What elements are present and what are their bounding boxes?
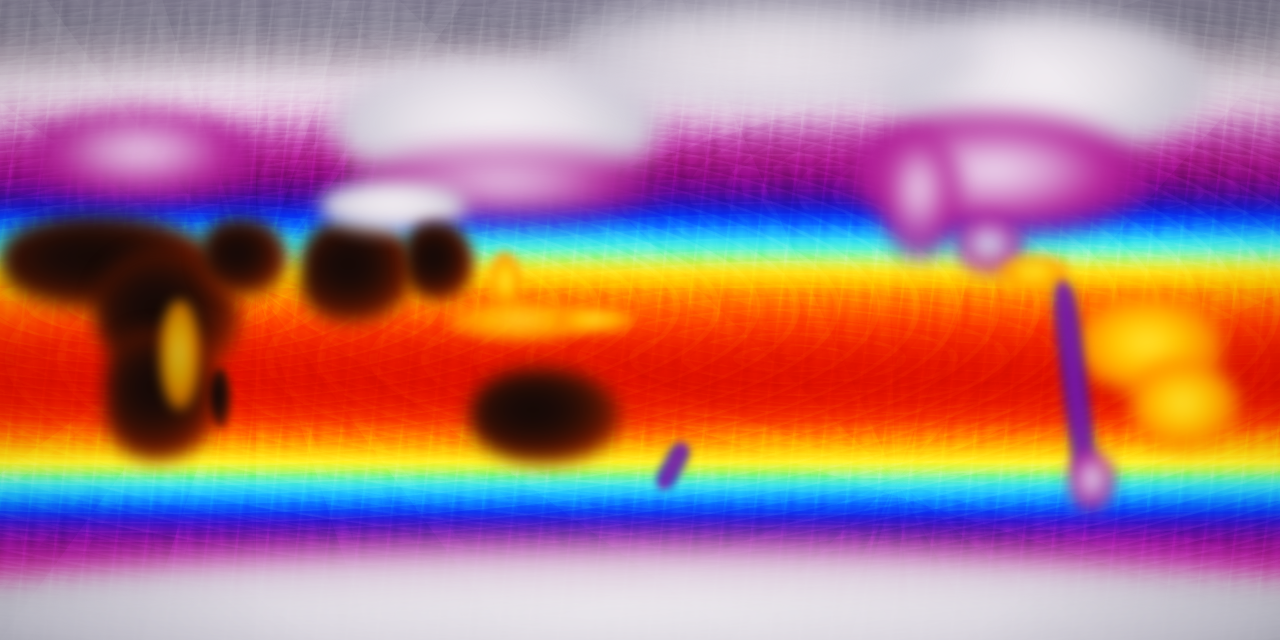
region-patagonia — [1068, 450, 1116, 512]
region-rocky-mountains — [880, 130, 960, 260]
region-arctic-ocean — [560, 0, 980, 110]
region-east-african-rift — [160, 300, 200, 410]
region-new-guinea — [556, 306, 636, 334]
region-southeast-asia — [404, 222, 474, 300]
region-northern-europe — [30, 110, 260, 200]
region-antarctica — [0, 545, 1280, 640]
region-brazilian-highlands — [1130, 360, 1240, 450]
region-arabian-peninsula — [200, 218, 288, 296]
region-indian-subcontinent — [300, 218, 415, 323]
region-australia — [470, 368, 620, 463]
region-madagascar — [209, 368, 231, 428]
